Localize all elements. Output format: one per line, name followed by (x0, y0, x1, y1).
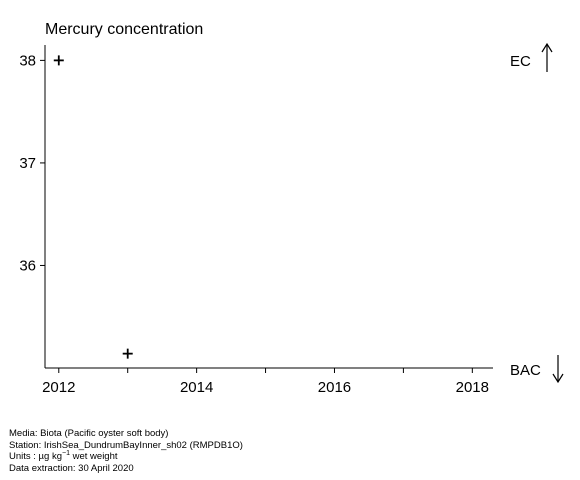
x-tick-label-2014: 2014 (180, 379, 213, 396)
x-tick-label-2018: 2018 (456, 379, 489, 396)
x-tick-label-2012: 2012 (42, 379, 75, 396)
station-info: Station: IrishSea_DundrumBayInner_sh02 (… (9, 439, 243, 451)
extraction-info: Data extraction: 30 April 2020 (9, 462, 134, 474)
tick-marks: 2012 2014 2016 2018 36 37 38 (19, 52, 489, 396)
y-tick-label-37: 37 (19, 155, 36, 172)
threshold-label-ec: EC (510, 53, 531, 70)
arrow-head (541, 42, 553, 53)
units-exponent: −1 (62, 449, 70, 457)
threshold-label-bac: BAC (510, 362, 541, 379)
data-point (122, 348, 133, 359)
data-points (53, 55, 133, 359)
arrow-head (552, 373, 564, 384)
arrow-down-icon (552, 355, 564, 384)
threshold-labels: EC BAC (510, 42, 564, 384)
y-tick-label-38: 38 (19, 52, 36, 69)
units-info: Units : µg kg−1 wet weight (9, 449, 243, 463)
chart-footer: Media: Biota (Pacific oyster soft body) … (9, 428, 243, 474)
units-suffix: wet weight (69, 451, 118, 462)
y-tick-label-36: 36 (19, 257, 36, 274)
media-info: Media: Biota (Pacific oyster soft body) (9, 428, 169, 439)
arrow-up-icon (541, 42, 553, 72)
x-tick-label-2016: 2016 (318, 379, 351, 396)
axes (44, 45, 493, 369)
chart-title: Mercury concentration (45, 21, 203, 38)
units-prefix: Units : µg kg (9, 451, 62, 462)
data-point (53, 55, 64, 66)
